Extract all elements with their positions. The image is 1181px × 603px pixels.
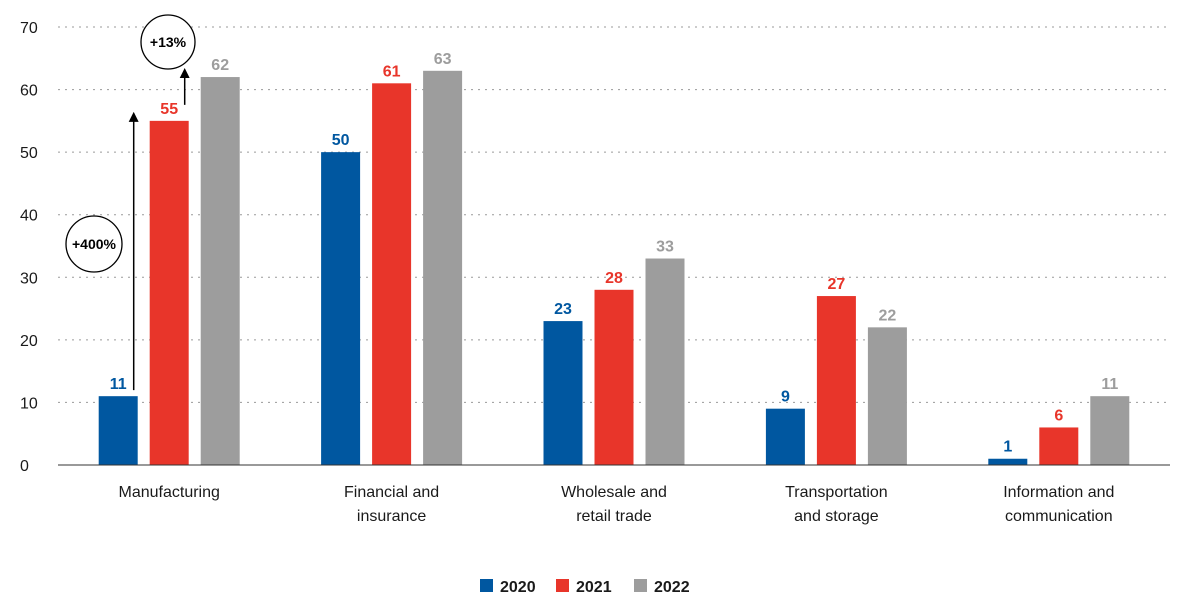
legend-swatch-2021 [556, 579, 569, 592]
legend-label: 2020 [500, 579, 536, 596]
y-tick-label: 70 [20, 20, 38, 37]
x-tick-label: Manufacturing [119, 484, 220, 501]
bar-2022 [645, 258, 685, 465]
data-label: 28 [605, 270, 623, 287]
bar-2022 [200, 77, 240, 466]
data-label: 63 [434, 51, 452, 68]
annotation-circle [140, 14, 196, 70]
bar-2020 [765, 408, 805, 465]
annotation-label: +400% [72, 236, 117, 252]
data-label: 22 [879, 307, 897, 324]
legend-swatch-2020 [480, 579, 493, 592]
data-label: 23 [554, 301, 572, 318]
y-tick-label: 0 [20, 458, 29, 475]
bar-2020 [543, 321, 583, 465]
data-label: 6 [1054, 407, 1063, 424]
legend-label: 2021 [576, 579, 612, 596]
y-tick-label: 60 [20, 83, 38, 100]
bar-2021 [816, 296, 856, 465]
data-label: 9 [781, 389, 790, 406]
data-label: 33 [656, 239, 674, 256]
x-tick-label: Information and [1003, 484, 1114, 501]
x-tick-label: insurance [357, 508, 426, 525]
legend: 2020 2021 2022 [480, 579, 690, 596]
bar-2021 [372, 83, 412, 466]
bars [98, 70, 1130, 466]
bar-2022 [1090, 396, 1130, 465]
y-tick-label: 30 [20, 270, 38, 287]
bar-2021 [149, 120, 189, 465]
bar-2021 [1039, 427, 1079, 465]
annotation-circle [65, 215, 123, 273]
x-axis: Manufacturing Financial and insurance Whole… [58, 464, 1170, 525]
x-tick-label: Wholesale and [561, 484, 667, 501]
x-tick-label: retail trade [576, 508, 652, 525]
data-label: 50 [332, 132, 350, 149]
bar-2020 [988, 458, 1028, 465]
y-tick-label: 40 [20, 208, 38, 225]
bar-2022 [867, 327, 907, 465]
annotation-label: +13% [150, 34, 187, 50]
bar-2022 [423, 70, 463, 466]
y-axis: 0 10 20 30 40 50 60 70 [20, 20, 38, 475]
data-label: 1 [1003, 439, 1012, 456]
data-label: 61 [383, 63, 401, 80]
legend-swatch-2022 [634, 579, 647, 592]
data-label: 62 [211, 57, 229, 74]
data-labels: 11 55 62 50 61 63 23 28 33 9 27 22 1 6 11 [110, 51, 1119, 456]
data-label: 11 [1101, 376, 1118, 393]
x-tick-label: Transportation [785, 484, 888, 501]
y-tick-label: 20 [20, 333, 38, 350]
bar-2020 [98, 396, 138, 465]
x-tick-label: Financial and [344, 484, 439, 501]
data-label: 27 [828, 276, 846, 293]
y-tick-label: 50 [20, 145, 38, 162]
y-tick-label: 10 [20, 395, 38, 412]
x-tick-label: and storage [794, 508, 879, 525]
legend-label: 2022 [654, 579, 690, 596]
bar-2020 [321, 152, 361, 465]
data-label: 11 [110, 376, 127, 393]
data-label: 55 [160, 101, 178, 118]
annotations: +400% +13% [65, 14, 196, 391]
x-tick-label: communication [1005, 508, 1113, 525]
bar-2021 [594, 289, 634, 465]
